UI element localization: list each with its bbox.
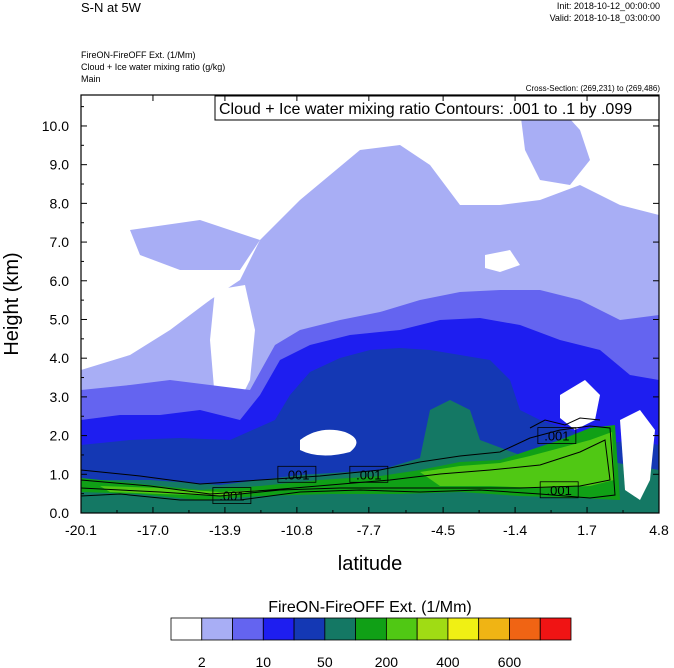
y-tick-label: 1.0 <box>50 466 70 482</box>
colorbar-swatch <box>447 617 480 641</box>
x-tick-label: 1.7 <box>577 522 597 538</box>
colorbar-swatch <box>416 617 449 641</box>
contour-label-box <box>537 427 577 444</box>
colorbar-title: FireON-FireOFF Ext. (1/Mm) <box>268 599 472 616</box>
colorbar-label: 2 <box>198 654 206 668</box>
shade-white-pocket <box>485 250 520 272</box>
colorbar-swatch <box>170 617 203 641</box>
y-tick-label: 6.0 <box>50 273 70 289</box>
colorbar-label: 10 <box>256 654 272 668</box>
contour-label: .001 <box>284 467 309 482</box>
contour-label-box <box>349 465 389 483</box>
plot-frame <box>80 94 660 514</box>
colorbar-swatch <box>509 617 541 641</box>
contour-label: .001 <box>544 429 569 444</box>
cross-section-label: Cross-Section: (269,231) to (269,486) <box>526 84 661 93</box>
init-time: Init: 2018-10-12_00:00:00 <box>557 1 660 11</box>
contour-line <box>529 417 601 429</box>
x-tick-label: -4.5 <box>431 522 455 538</box>
x-tick-label: -17.0 <box>137 522 169 538</box>
shade-white-hole <box>90 250 210 345</box>
x-tick-label: -13.9 <box>209 522 241 538</box>
colorbar-label: 200 <box>375 654 399 668</box>
x-axis: -20.1 -17.0 -13.9 -10.8 -7.7 -4.5 -1.4 1.7 4.8 <box>65 95 669 538</box>
contour-label-box <box>277 465 317 483</box>
x-tick-label: -20.1 <box>65 522 97 538</box>
colorbar-swatch <box>262 617 295 641</box>
contour-label-box <box>539 481 579 499</box>
colorbar-swatch <box>478 617 510 641</box>
plot-title: S-N at 5W <box>81 0 142 15</box>
y-tick-label: 0.0 <box>50 505 70 521</box>
contour-info-box <box>214 95 659 121</box>
shade-lavender-streak <box>130 220 260 270</box>
colorbar-label: 400 <box>436 654 460 668</box>
colorbar-swatch <box>201 617 233 641</box>
shade-light-green <box>420 432 614 488</box>
y-tick-label: 2.0 <box>50 428 70 444</box>
contour-label-box <box>212 487 252 504</box>
colorbar-swatch <box>539 617 572 641</box>
colorbar-swatch <box>355 617 387 641</box>
y-tick-label: 9.0 <box>50 157 70 173</box>
y-tick-label: 8.0 <box>50 195 70 211</box>
shade-white-hole <box>210 285 255 410</box>
y-tick-label: 3.0 <box>50 389 70 405</box>
contour-line <box>81 425 616 501</box>
shade-white-pocket <box>560 380 600 430</box>
contour-info-text: Cloud + Ice water mixing ratio Contours:… <box>219 101 632 118</box>
field-line-2: Cloud + Ice water mixing ratio (g/kg) <box>81 62 225 72</box>
contour-line <box>81 439 611 497</box>
colorbar <box>170 617 572 641</box>
y-tick-label: 4.0 <box>50 350 70 366</box>
colorbar-swatch <box>232 617 264 641</box>
y-tick-label: 10.0 <box>42 118 69 134</box>
x-tick-label: -7.7 <box>357 522 381 538</box>
field-line-3: Main <box>81 74 101 84</box>
y-axis-label: Height (km) <box>1 252 23 355</box>
contour-label: .001 <box>219 489 244 504</box>
y-axis: 0.0 1.0 2.0 3.0 4.0 5.0 6.0 7.0 8.0 9.0 10.0 <box>42 106 659 521</box>
colorbar-labels: 2 10 50 200 400 600 <box>198 654 521 668</box>
y-tick-label: 7.0 <box>50 234 70 250</box>
colorbar-label: 50 <box>317 654 333 668</box>
shade-white-pocket <box>620 410 655 500</box>
shade-lavender-cap <box>520 108 590 185</box>
x-axis-label: latitude <box>338 553 403 575</box>
x-tick-label: -1.4 <box>503 522 527 538</box>
colorbar-swatch <box>324 617 357 641</box>
y-tick-label: 5.0 <box>50 311 70 327</box>
x-tick-label: -10.8 <box>281 522 313 538</box>
colorbar-swatch <box>385 617 418 641</box>
colorbar-label: 600 <box>498 654 522 668</box>
contour-label: .001 <box>547 483 572 498</box>
colorbar-swatch <box>293 617 326 641</box>
valid-time: Valid: 2018-10-18_03:00:00 <box>550 13 660 23</box>
plot-area: .001 .001 .001 .001 .001 Cloud + Ice water m… <box>81 95 659 513</box>
contour-label: .001 <box>356 467 381 482</box>
x-tick-label: 4.8 <box>649 522 669 538</box>
shade-white-pocket <box>300 429 357 456</box>
field-line-1: FireON-FireOFF Ext. (1/Mm) <box>81 50 196 60</box>
contour-labels: .001 .001 .001 .001 .001 <box>212 427 579 504</box>
